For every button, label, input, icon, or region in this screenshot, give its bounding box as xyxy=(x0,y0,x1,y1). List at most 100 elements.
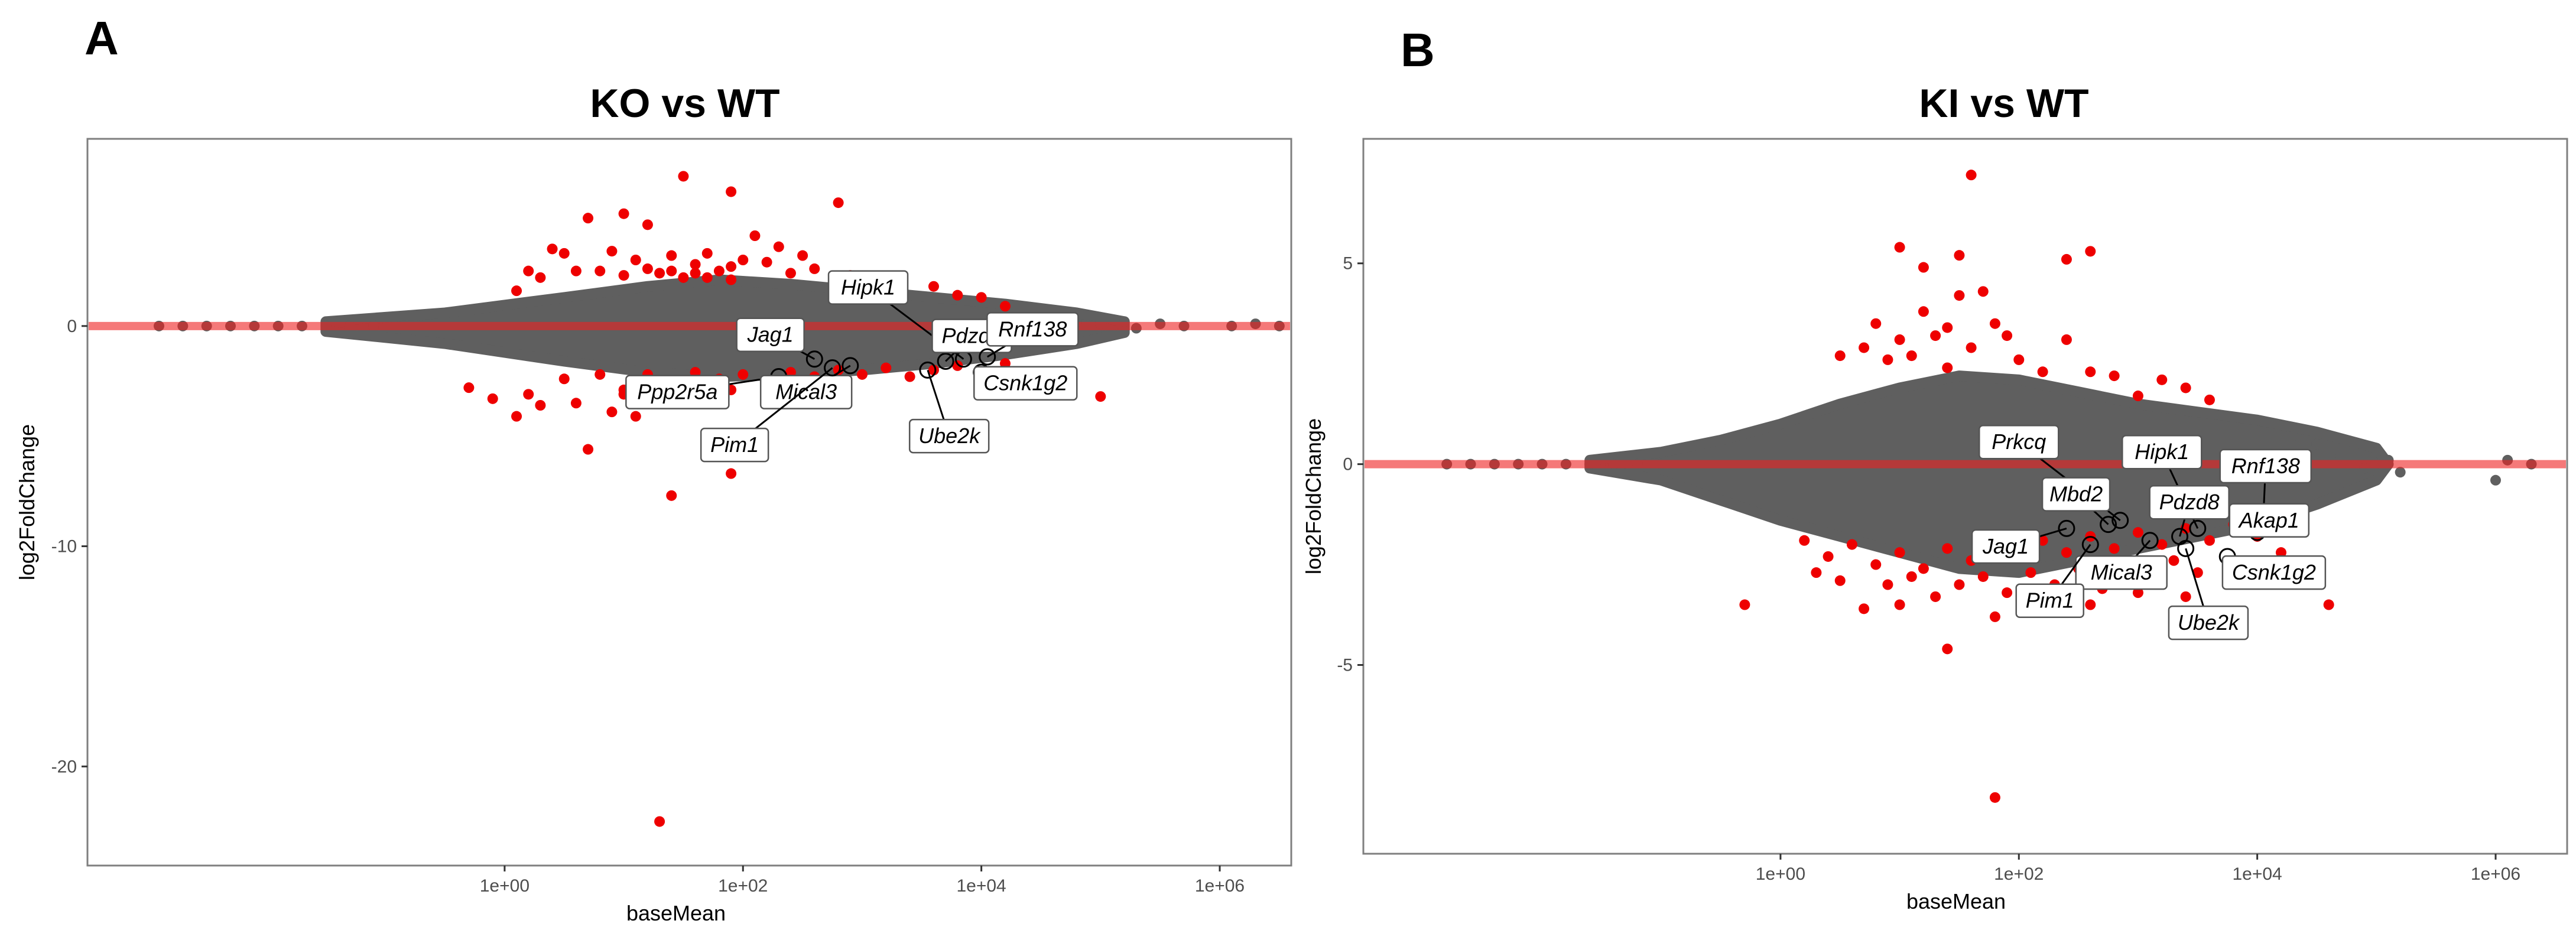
gene-label-box xyxy=(2219,448,2312,484)
gene-point-significant xyxy=(2132,587,2143,599)
gene-point-significant xyxy=(726,468,737,479)
gene-point-significant xyxy=(785,268,796,279)
gene-point-significant xyxy=(761,256,772,268)
highlight-ring xyxy=(805,350,823,368)
y-tick-label: -5 xyxy=(1337,656,1353,675)
gene-point-significant xyxy=(952,290,963,301)
gene-point-significant xyxy=(2061,334,2072,345)
plot-title: KO vs WT xyxy=(590,81,779,126)
gene-label: Ppp2r5a xyxy=(637,380,717,404)
gene-point-significant xyxy=(1823,551,1834,562)
gene-point-significant xyxy=(2002,330,2013,341)
gene-point-significant xyxy=(2180,382,2191,393)
gene-label-box xyxy=(736,317,805,352)
gene-point-significant xyxy=(1977,571,1989,582)
gene-point-significant xyxy=(618,208,629,219)
gene-label: Ube2k xyxy=(2178,610,2240,635)
highlight-ring xyxy=(2100,516,2117,534)
gene-point-nonsignificant xyxy=(2311,438,2322,450)
plot-panel-frame xyxy=(86,138,1292,867)
gene-point-significant xyxy=(583,213,594,224)
gene-point-significant xyxy=(797,250,808,261)
gene-label: Mbd2 xyxy=(2049,482,2103,506)
gene-point-significant xyxy=(2025,567,2036,578)
gene-point-significant xyxy=(606,406,618,418)
gene-point-significant xyxy=(1918,563,1929,574)
gene-point-significant xyxy=(2002,587,2013,599)
nonsignificant-gene-cloud xyxy=(1584,370,2394,578)
gene-point-significant xyxy=(523,389,534,400)
gene-label: Jag1 xyxy=(1982,534,2029,558)
gene-point-nonsignificant xyxy=(2288,431,2299,442)
y-axis-title: log2FoldChange xyxy=(15,424,39,580)
x-tick-label: 1e+04 xyxy=(2232,864,2282,884)
gene-point-significant xyxy=(1954,579,1965,590)
gene-label: Ube2k xyxy=(918,424,981,448)
highlight-ring xyxy=(2189,519,2207,537)
gene-label-box xyxy=(700,427,769,463)
gene-point-significant xyxy=(1954,250,1965,261)
gene-point-significant xyxy=(678,171,689,182)
plot-area: Prkcq Hipk1 Rnf138 Mbd2 Pdzd8 Akap1 Jag1 Mical3… xyxy=(1365,170,2566,803)
gene-point-nonsignificant xyxy=(2395,467,2406,478)
gene-point-significant xyxy=(1799,535,1810,546)
gene-point-significant xyxy=(1966,342,1977,353)
gene-point-significant xyxy=(678,272,689,283)
gene-point-significant xyxy=(1977,286,1989,297)
gene-point-significant xyxy=(1894,599,1905,610)
gene-point-significant xyxy=(2132,391,2143,402)
gene-label-box xyxy=(2168,605,2249,640)
gene-point-significant xyxy=(726,274,737,285)
gene-point-significant xyxy=(833,365,844,376)
gene-point-significant xyxy=(630,411,641,422)
highlight-ring xyxy=(919,361,937,379)
y-tick-label: 5 xyxy=(1343,254,1353,274)
y-axis-title: log2FoldChange xyxy=(1301,418,1326,574)
gene-label-box xyxy=(986,312,1079,347)
x-tick-label: 1e+00 xyxy=(1756,864,1805,884)
y-tick-label: -10 xyxy=(51,537,77,557)
gene-label: Mical3 xyxy=(775,380,837,404)
gene-point-significant xyxy=(928,365,939,376)
gene-point-significant xyxy=(1942,643,1953,655)
gene-point-significant xyxy=(654,816,665,827)
gene-point-significant xyxy=(535,400,546,411)
gene-point-significant xyxy=(487,393,498,404)
gene-point-significant xyxy=(2204,535,2215,546)
gene-label: Csnk1g2 xyxy=(983,371,1067,395)
gene-point-significant xyxy=(1834,575,1846,586)
gene-point-significant xyxy=(630,255,641,265)
plot-title: KI vs WT xyxy=(1919,81,2088,126)
gene-point-significant xyxy=(463,382,475,393)
gene-point-significant xyxy=(570,398,582,409)
gene-point-significant xyxy=(1989,318,2000,329)
gene-point-significant xyxy=(511,285,522,297)
gene-label-box xyxy=(2015,583,2084,618)
gene-label: Prkcq xyxy=(1992,430,2046,454)
gene-label: Rnf138 xyxy=(2231,454,2300,478)
highlight-ring xyxy=(979,348,996,366)
gene-point-significant xyxy=(1834,350,1846,362)
gene-point-significant xyxy=(1966,170,1977,181)
gene-point-nonsignificant xyxy=(2490,474,2501,486)
gene-point-significant xyxy=(1870,318,1882,329)
gene-label-box xyxy=(973,366,1078,401)
gene-point-significant xyxy=(2013,354,2025,365)
gene-point-significant xyxy=(642,263,653,274)
gene-point-significant xyxy=(2085,599,2096,610)
x-tick-label: 1e+06 xyxy=(2471,864,2520,884)
y-tick-label: 0 xyxy=(1343,455,1353,474)
gene-point-significant xyxy=(773,241,784,252)
panel-b: KI vs WT Prkcq Hipk1 Rnf138 Mbd2 Pdzd8 Akap1 J… xyxy=(1301,81,2568,913)
gene-point-significant xyxy=(595,265,606,277)
gene-label-box xyxy=(625,375,730,409)
gene-point-significant xyxy=(1954,290,1965,301)
gene-point-significant xyxy=(2109,370,2120,382)
gene-point-significant xyxy=(1942,543,1953,554)
highlight-ring xyxy=(2141,532,2159,549)
gene-point-significant xyxy=(2204,394,2215,405)
x-tick-label: 1e+02 xyxy=(718,876,768,896)
gene-point-significant xyxy=(881,362,892,373)
